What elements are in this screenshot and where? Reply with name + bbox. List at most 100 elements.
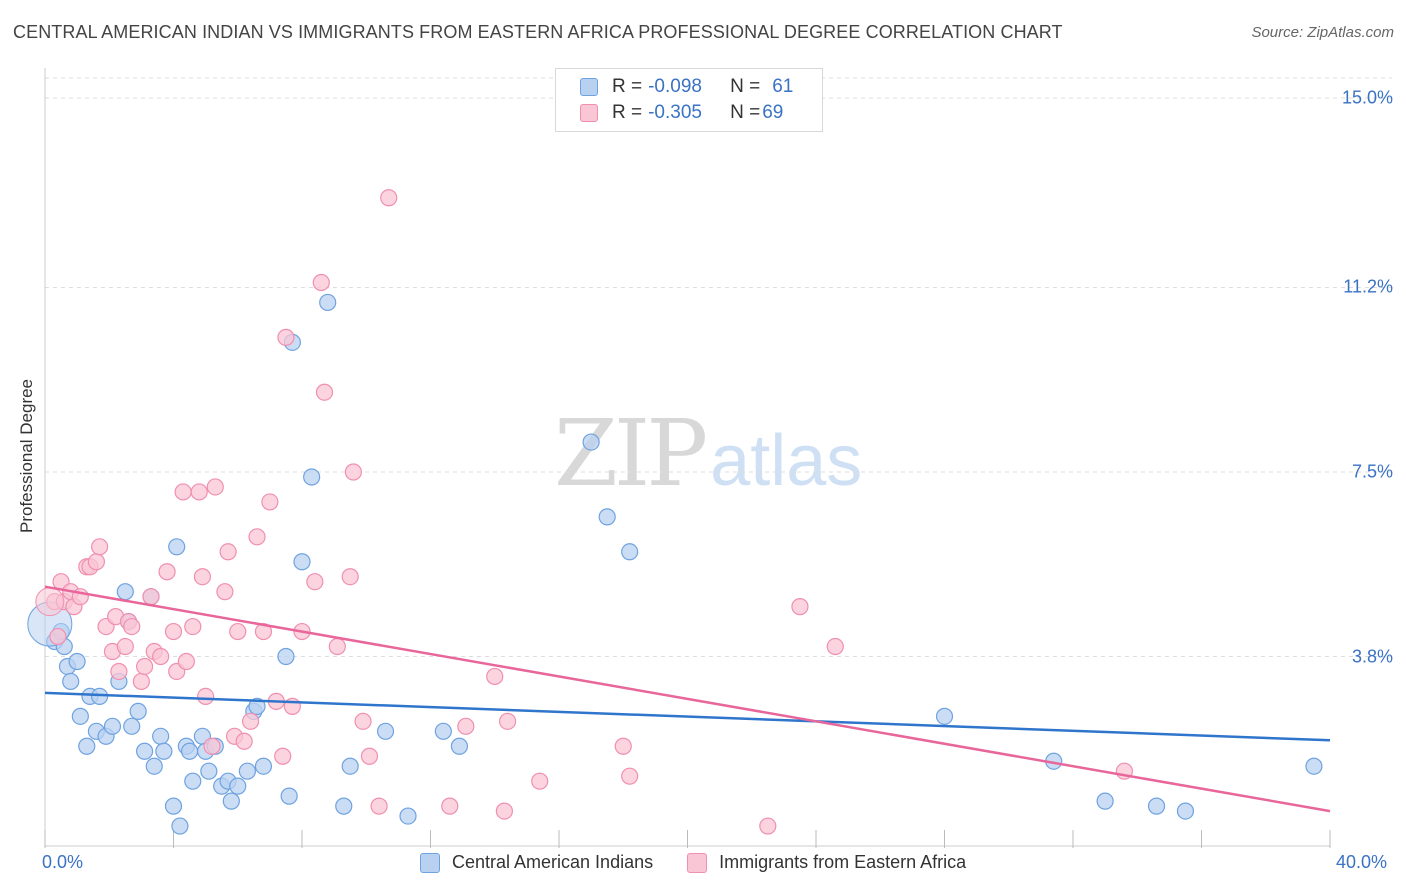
data-point-central-american-indians — [200, 762, 218, 780]
data-point-immigrants-from-eastern-africa — [826, 637, 844, 656]
data-point-central-american-indians — [376, 722, 395, 740]
legend-r-label: R = — [612, 102, 643, 123]
legend-r-value: -0.305 — [648, 102, 702, 123]
data-point-central-american-indians — [62, 672, 80, 691]
data-point-central-american-indians — [164, 797, 183, 815]
data-point-immigrants-from-eastern-africa — [190, 483, 208, 501]
data-point-immigrants-from-eastern-africa — [360, 747, 379, 765]
y-tick-label: 3.8% — [1351, 646, 1393, 666]
trend-lines — [44, 585, 1331, 813]
legend-n-label: N = — [730, 102, 761, 123]
data-point-central-american-indians — [319, 293, 337, 312]
legend-r-value: -0.098 — [648, 76, 702, 97]
legend-n-value: 69 — [762, 102, 784, 123]
data-point-immigrants-from-eastern-africa — [219, 543, 237, 561]
data-point-immigrants-from-eastern-africa — [248, 528, 266, 546]
data-point-immigrants-from-eastern-africa — [174, 483, 192, 501]
data-point-central-american-indians — [399, 807, 417, 825]
data-point-immigrants-from-eastern-africa — [206, 478, 224, 496]
data-point-immigrants-from-eastern-africa — [87, 553, 106, 571]
legend-row-blue: R = -0.098 N = 61 — [580, 75, 793, 99]
watermark-atlas: atlas — [710, 421, 863, 501]
data-point-central-american-indians — [103, 717, 122, 735]
data-point-immigrants-from-eastern-africa — [184, 617, 202, 636]
data-point-central-american-indians — [248, 697, 266, 715]
data-point-central-american-indians — [1147, 797, 1166, 815]
legend-item-central-american-indians: Central American Indians — [420, 852, 653, 873]
data-point-central-american-indians — [78, 737, 96, 755]
data-point-central-american-indians — [582, 433, 600, 451]
chart-source: Source: ZipAtlas.com — [1251, 24, 1394, 41]
data-point-immigrants-from-eastern-africa — [229, 622, 247, 641]
data-point-immigrants-from-eastern-africa — [132, 672, 150, 691]
data-point-immigrants-from-eastern-africa — [177, 652, 195, 671]
data-point-central-american-indians — [222, 792, 240, 810]
data-point-central-american-indians — [238, 762, 256, 780]
legend-n-label: N = — [730, 76, 761, 97]
data-point-immigrants-from-eastern-africa — [123, 617, 141, 636]
data-point-immigrants-from-eastern-africa — [193, 568, 212, 586]
data-point-immigrants-from-eastern-africa — [341, 568, 359, 586]
watermark: ZIPatlas — [554, 400, 862, 507]
data-point-central-american-indians — [129, 702, 147, 720]
data-point-central-american-indians — [152, 727, 170, 745]
data-point-immigrants-from-eastern-africa — [380, 189, 398, 207]
data-point-immigrants-from-eastern-africa — [759, 817, 777, 835]
data-point-immigrants-from-eastern-africa — [274, 747, 292, 765]
data-point-central-american-indians — [293, 553, 311, 571]
data-point-central-american-indians — [598, 508, 616, 526]
y-tick-label: 15.0% — [1341, 87, 1393, 108]
legend-label-pink: Immigrants from Eastern Africa — [719, 852, 967, 872]
data-point-central-american-indians — [1096, 792, 1114, 810]
data-point-central-american-indians — [229, 777, 247, 795]
data-point-immigrants-from-eastern-africa — [216, 583, 234, 601]
data-point-immigrants-from-eastern-africa — [152, 647, 170, 666]
data-point-central-american-indians — [168, 538, 186, 556]
grid-lines — [45, 77, 1392, 658]
data-point-central-american-indians — [335, 797, 353, 815]
data-point-immigrants-from-eastern-africa — [328, 637, 346, 656]
data-point-immigrants-from-eastern-africa — [306, 573, 324, 591]
data-point-central-american-indians — [434, 722, 452, 740]
data-point-central-american-indians — [71, 707, 89, 725]
data-point-immigrants-from-eastern-africa — [116, 637, 134, 656]
data-point-immigrants-from-eastern-africa — [486, 667, 504, 686]
data-point-central-american-indians — [180, 742, 199, 760]
data-point-immigrants-from-eastern-africa — [91, 538, 109, 556]
data-point-immigrants-from-eastern-africa — [49, 627, 67, 646]
data-point-immigrants-from-eastern-africa — [614, 737, 632, 755]
data-point-immigrants-from-eastern-africa — [277, 328, 295, 346]
legend-swatch-pink — [687, 852, 708, 873]
x-tick-label-max: 40.0% — [1336, 852, 1388, 872]
data-point-central-american-indians — [450, 737, 469, 755]
legend-swatch-blue — [580, 78, 598, 96]
y-tick-label: 7.5% — [1351, 461, 1393, 482]
series-immigrants-from-eastern-africa — [35, 189, 1134, 835]
data-point-immigrants-from-eastern-africa — [261, 493, 279, 511]
series-central-american-indians — [27, 293, 1323, 835]
data-point-immigrants-from-eastern-africa — [203, 737, 221, 755]
data-point-immigrants-from-eastern-africa — [315, 383, 334, 401]
data-point-central-american-indians — [91, 687, 109, 706]
data-point-immigrants-from-eastern-africa — [242, 712, 260, 730]
data-point-central-american-indians — [145, 757, 163, 775]
chart-title: CENTRAL AMERICAN INDIAN VS IMMIGRANTS FR… — [13, 22, 1063, 42]
data-point-immigrants-from-eastern-africa — [110, 662, 128, 681]
series-legend: Central American Indians Immigrants from… — [420, 852, 1000, 873]
data-point-central-american-indians — [135, 742, 154, 760]
data-point-immigrants-from-eastern-africa — [164, 622, 183, 641]
data-point-immigrants-from-eastern-africa — [457, 717, 475, 735]
data-point-immigrants-from-eastern-africa — [158, 563, 176, 581]
data-point-cluster-pink — [35, 587, 65, 617]
data-point-central-american-indians — [171, 817, 189, 835]
data-point-central-american-indians — [68, 652, 86, 671]
data-point-central-american-indians — [277, 647, 295, 666]
data-point-central-american-indians — [935, 707, 954, 725]
data-point-central-american-indians — [155, 742, 173, 760]
watermark-zip: ZIP — [554, 400, 708, 507]
data-point-immigrants-from-eastern-africa — [531, 772, 549, 790]
data-point-central-american-indians — [184, 772, 202, 790]
legend-row-pink: R = -0.305 N = 69 — [580, 101, 783, 125]
data-point-central-american-indians — [1176, 802, 1195, 820]
